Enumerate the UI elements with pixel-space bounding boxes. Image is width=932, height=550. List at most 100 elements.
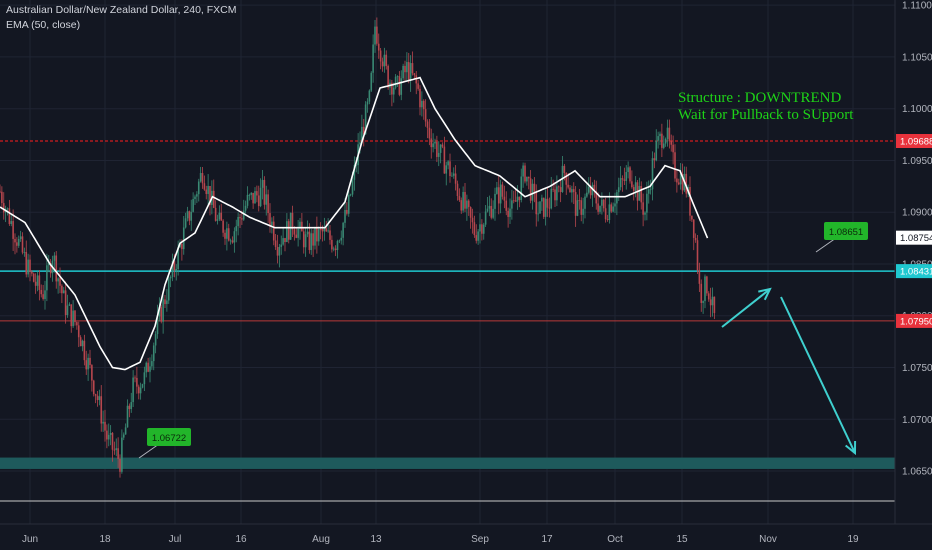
candle-body [154,334,157,346]
candle [460,197,463,214]
candle-body [175,269,178,271]
candle-body [451,175,453,177]
candle-body [664,138,667,144]
candle [89,349,91,369]
candle-body [124,427,127,435]
candle [319,222,322,240]
candle [121,429,123,474]
candle-body [400,78,403,95]
candle-body [503,196,506,201]
candle [91,364,93,392]
candle [132,370,134,407]
candle [100,385,103,432]
candle [385,50,388,70]
candle [698,262,701,293]
candle-body [321,229,324,232]
candle [492,200,494,220]
candle [394,74,397,90]
candle [0,184,1,194]
candle-body [89,357,91,366]
grid-lines [0,0,895,524]
candle [10,215,13,227]
candle [392,82,395,103]
candle [619,166,622,191]
candle [224,229,226,245]
candle-body [441,144,444,147]
candle-body [552,188,554,190]
candle-body [17,239,20,246]
candle [130,392,133,413]
symbol-title[interactable]: Australian Dollar/New Zealand Dollar, 24… [6,4,237,16]
price-tag-label: 1.08431 [900,267,932,278]
candle [409,55,412,92]
candle [235,219,238,243]
candle-body [702,301,704,303]
candle-body [631,181,633,188]
candle [188,210,191,226]
candle [81,339,84,352]
candle-body [619,178,622,188]
candle [314,226,316,250]
candle-body [436,141,438,157]
candle-body [145,362,148,373]
candle [623,167,626,186]
candle [124,423,127,435]
candle-body [454,173,457,184]
candle-body [205,189,208,194]
candle-body [66,305,69,316]
candle [220,203,223,221]
candle-body [466,200,468,209]
time-axis[interactable]: Jun 18 Jul 16 Aug 13 Sep 17 Oct 15 Nov 19 [0,523,932,545]
candle [128,403,131,418]
candle-body [310,233,313,251]
candle-body [670,141,673,145]
candle-body [269,213,271,226]
candle-body [447,161,449,166]
candle-body [332,248,335,250]
candle [458,188,461,202]
candle [451,172,453,177]
candle-body [329,230,331,240]
candle [428,118,431,146]
price-axis[interactable]: 1.065001.070001.075001.080001.085001.090… [894,0,932,524]
candle [301,213,303,232]
candle [421,91,423,117]
candle [627,161,629,179]
candle [278,243,281,268]
candle-body [706,276,708,294]
candle-body [212,190,215,208]
candle-body [439,144,442,153]
candle-body [640,185,643,203]
candle [55,251,58,289]
candle-body [496,187,498,194]
candle [707,291,710,302]
candle-body [593,184,596,192]
candle [74,309,76,326]
candle-body [57,278,59,282]
candle-body [181,243,183,250]
candle-body [239,217,241,219]
candle-body [314,226,316,246]
candle [49,258,52,278]
candle [557,185,560,193]
candle [162,292,164,334]
candle-body [612,206,614,212]
indicator-title[interactable]: EMA (50, close) [6,19,81,31]
candle [175,264,178,281]
candle-body [437,152,440,157]
candle [304,227,307,257]
candle-body [265,194,268,205]
candle-body [481,224,483,234]
candle [704,274,706,309]
candle-body [164,299,166,305]
candle-body [272,221,275,241]
price-tag-box [896,133,932,148]
candle-body [548,207,551,209]
candle [16,237,18,253]
candle-body [499,184,502,204]
candle [497,175,500,215]
candle-body [278,246,281,256]
candle [503,185,506,209]
candle [572,182,575,205]
